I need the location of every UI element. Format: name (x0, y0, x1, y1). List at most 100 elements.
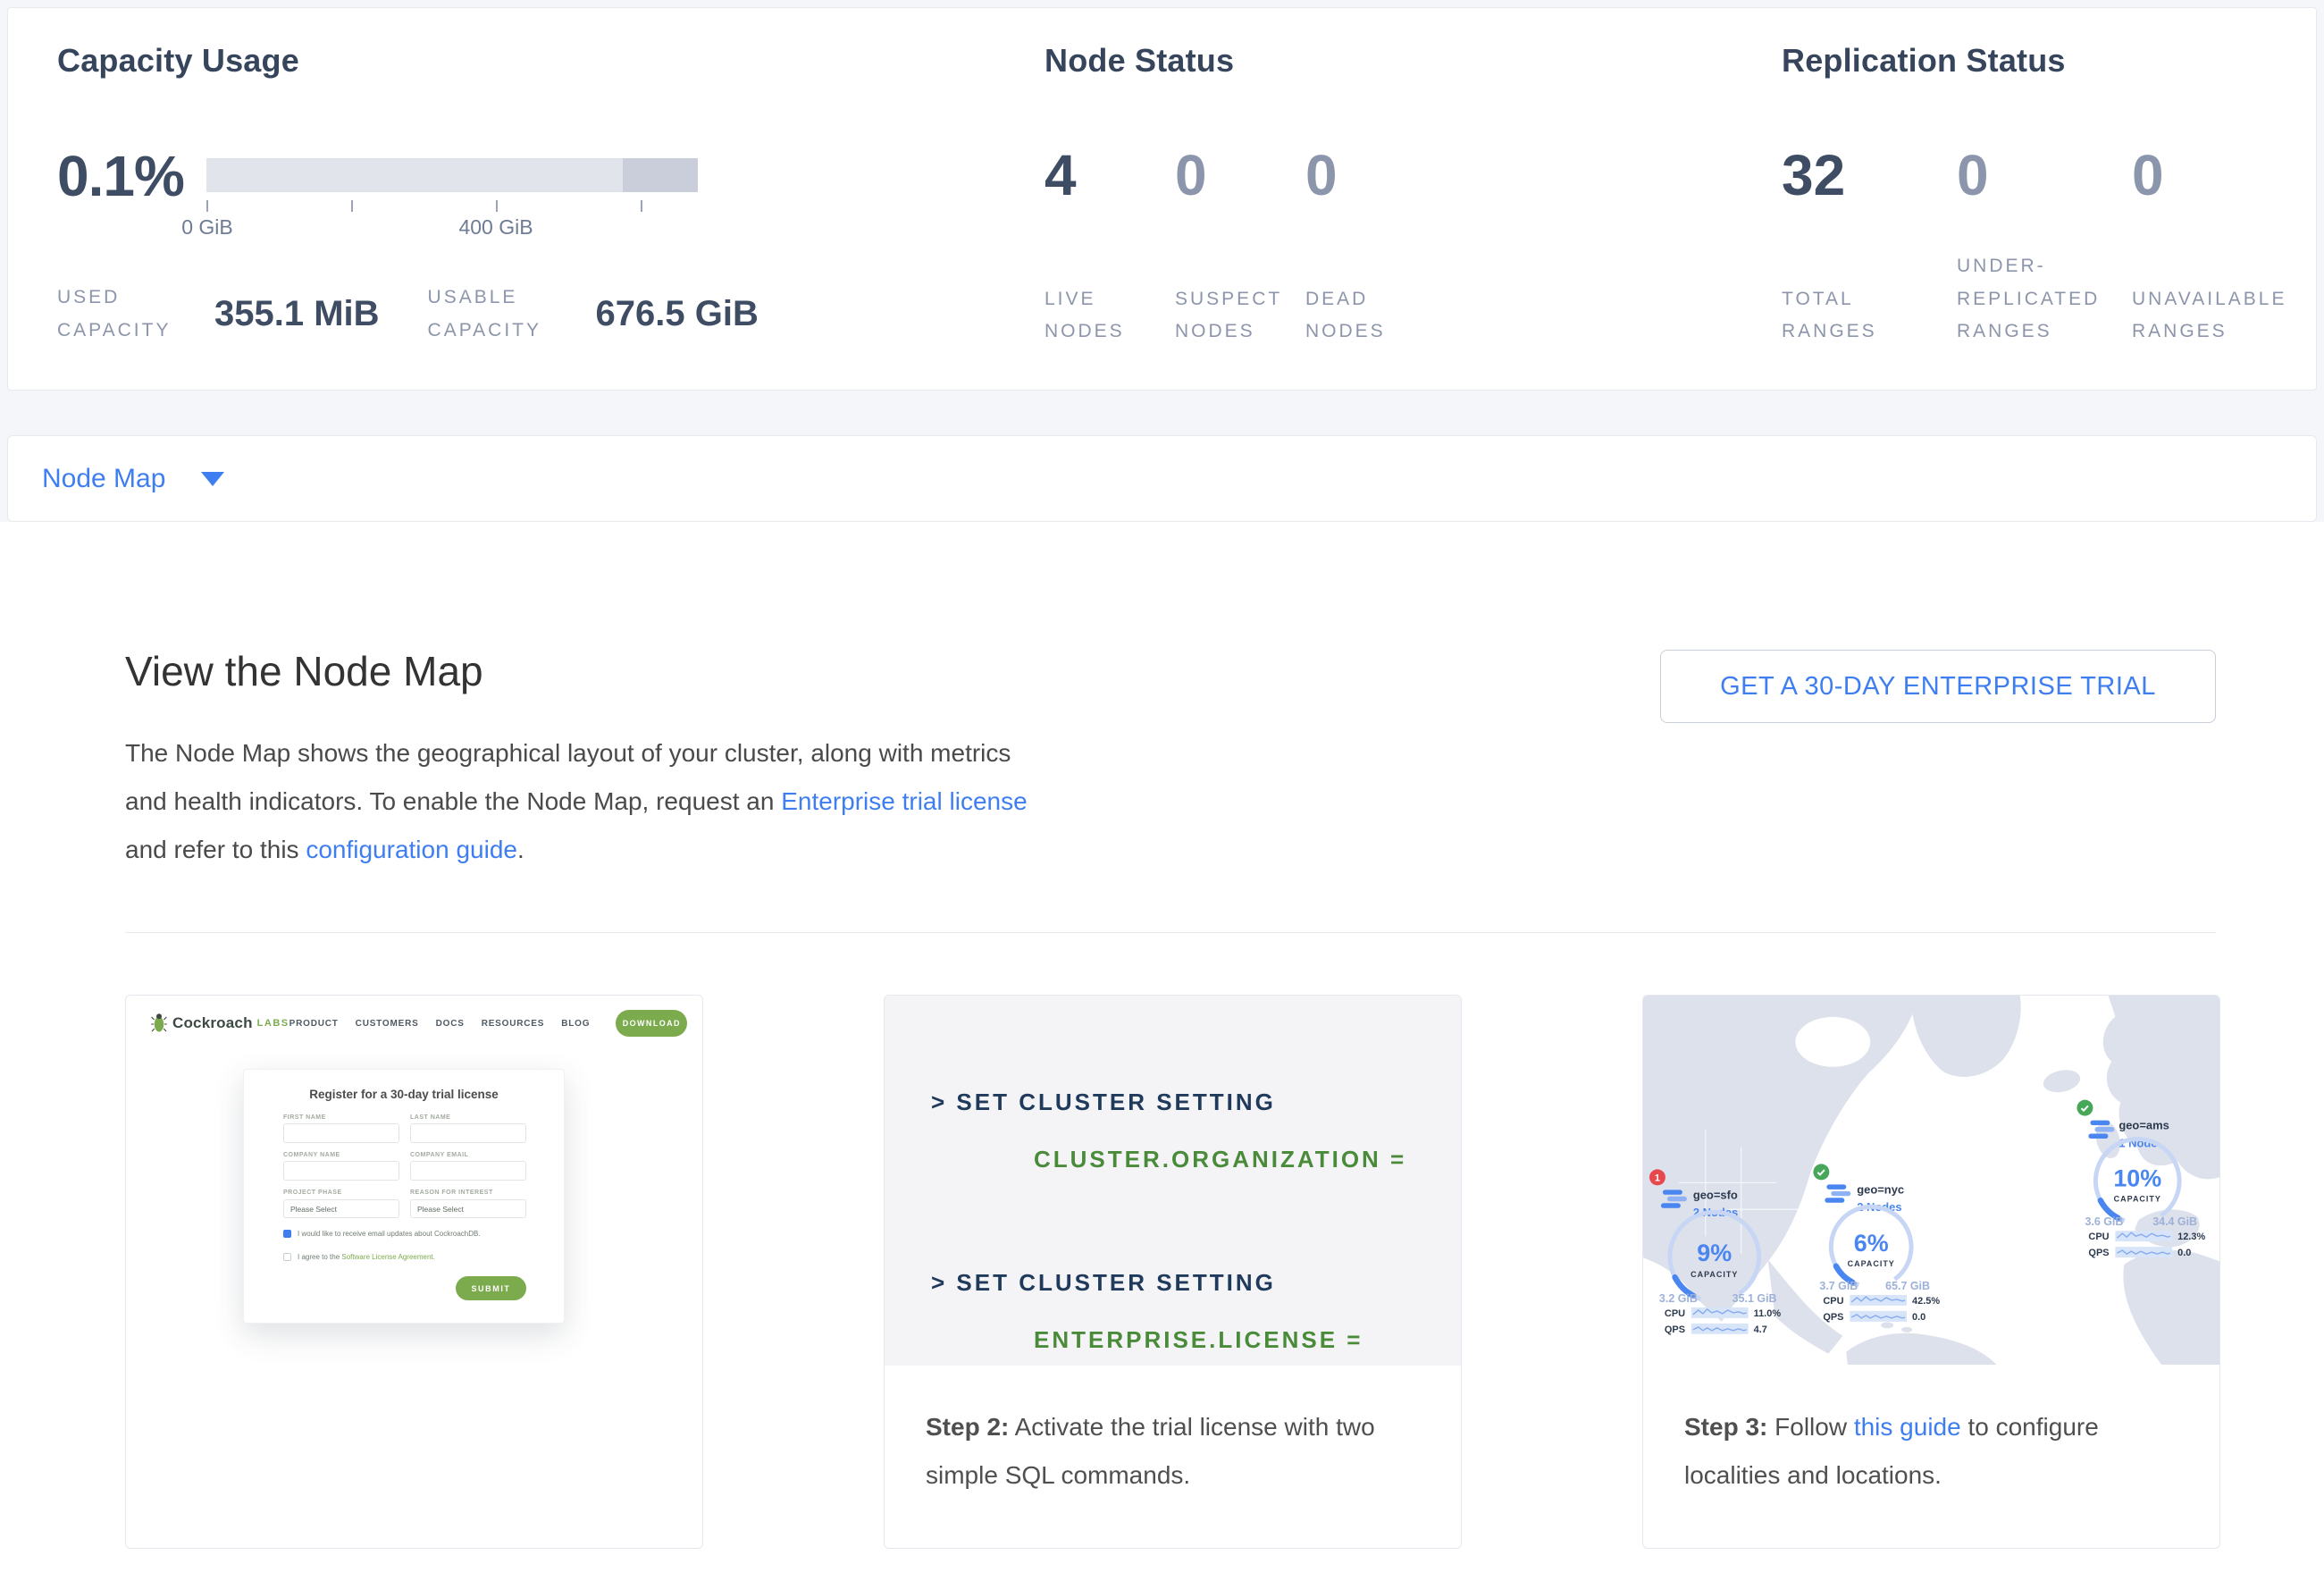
node-status-title: Node Status (1045, 42, 1235, 79)
node-map-dropdown-bar[interactable]: Node Map (7, 435, 2317, 522)
minisite-header: Cockroach LABS PRODUCT CUSTOMERS DOCS RE… (126, 996, 702, 1051)
usable-gib: 34.4 GiB (2152, 1215, 2197, 1228)
capacity-gauge-arc (1666, 1209, 1762, 1305)
qps-label: QPS (2088, 1248, 2109, 1258)
get-enterprise-trial-button[interactable]: GET A 30-DAY ENTERPRISE TRIAL (1660, 650, 2216, 723)
capacity-caption: CAPACITY (1691, 1270, 1738, 1279)
suspect-nodes-label: SUSPECT NODES (1175, 288, 1282, 342)
this-guide-link[interactable]: this guide (1853, 1413, 1961, 1441)
used-gib: 3.2 GiB (1659, 1292, 1698, 1305)
error-badge-count: 1 (1655, 1173, 1660, 1183)
capacity-usage-panel: Capacity Usage 0.1% 0 GiB 400 Gi (57, 8, 1031, 390)
usable-capacity-value: 676.5 GiB (595, 294, 759, 334)
agreement-text: I agree to the (298, 1253, 342, 1261)
enterprise-trial-license-link[interactable]: Enterprise trial license (781, 787, 1028, 815)
section-divider (125, 932, 2216, 933)
capacity-bar: 0 GiB 400 GiB (181, 158, 698, 242)
cpu-value: 42.5% (1912, 1296, 1940, 1307)
node-map-info-section: View the Node Map The Node Map shows the… (0, 522, 2324, 1589)
node-map-dropdown-label[interactable]: Node Map (42, 463, 166, 493)
total-ranges-stat: 32 TOTAL RANGES (1782, 141, 1957, 349)
description-text: and refer to this (125, 836, 306, 863)
software-license-agreement-link: Software License Agreement. (341, 1253, 435, 1261)
project-phase-label: PROJECT PHASE (283, 1190, 342, 1196)
live-nodes-value: 4 (1045, 143, 1077, 207)
qps-value: 0.0 (2177, 1248, 2191, 1258)
submit-button: SUBMIT (456, 1276, 526, 1300)
cpu-value: 11.0% (1754, 1308, 1782, 1319)
step1-card: Cockroach LABS PRODUCT CUSTOMERS DOCS RE… (125, 995, 703, 1549)
node-group-ams: geo=ams 1 Node 10% CAPACITY 3.6 GiB 34.4… (2076, 1099, 2205, 1258)
node-locality: geo=ams (2118, 1119, 2169, 1132)
reason-label: REASON FOR INTEREST (410, 1190, 493, 1196)
sql-set-cluster-setting-2: > SET CLUSTER SETTING (931, 1269, 1276, 1296)
minisite-nav: PRODUCT CUSTOMERS DOCS RESOURCES BLOG DO… (289, 1010, 688, 1037)
sql-enterprise-license: ENTERPRISE.LICENSE = (1034, 1326, 1363, 1353)
capacity-bar-track (206, 158, 698, 192)
step2-card: > SET CLUSTER SETTING CLUSTER.ORGANIZATI… (884, 995, 1462, 1549)
trial-register-form: Register for a 30-day trial license FIRS… (243, 1069, 565, 1324)
axis-label-0gib: 0 GiB (181, 215, 233, 239)
chevron-down-icon[interactable] (201, 471, 225, 486)
usable-gib: 65.7 GiB (1885, 1280, 1930, 1292)
checkbox-checked-icon (283, 1230, 291, 1238)
ok-check-icon (1813, 1164, 1830, 1181)
node-group-sfo: 1 geo=sfo 2 Nodes (1649, 1169, 1782, 1335)
nav-item-docs: DOCS (435, 1018, 465, 1029)
sql-set-cluster-setting-1: > SET CLUSTER SETTING (931, 1089, 1276, 1115)
usable-capacity-label: USABLE CAPACITY (427, 287, 541, 340)
license-agreement-checkbox-row: I agree to the Software License Agreemen… (283, 1253, 435, 1261)
last-name-input (410, 1123, 526, 1143)
database-icon (2088, 1120, 2115, 1139)
database-icon (1660, 1190, 1687, 1208)
capacity-stats-row: USED CAPACITY 355.1 MiB USABLE CAPACITY … (57, 282, 759, 348)
suspect-nodes-stat: 0 SUSPECT NODES (1175, 141, 1305, 349)
total-ranges-value: 32 (1782, 143, 1846, 207)
cpu-label: CPU (2088, 1232, 2109, 1242)
company-name-input (283, 1161, 399, 1181)
tick-mark (496, 200, 498, 212)
world-map: 1 geo=sfo 2 Nodes (1643, 996, 2219, 1365)
dead-nodes-stat: 0 DEAD NODES (1305, 141, 1436, 349)
steps-cards-row: Cockroach LABS PRODUCT CUSTOMERS DOCS RE… (125, 995, 2220, 1549)
qps-label: QPS (1665, 1324, 1685, 1335)
dead-nodes-label: DEAD NODES (1305, 288, 1386, 342)
sql-cluster-organization: CLUSTER.ORGANIZATION = (1034, 1146, 1407, 1173)
project-phase-select: Please Select (283, 1199, 399, 1218)
step3-text: Follow (1767, 1413, 1854, 1441)
replication-stats: 32 TOTAL RANGES 0 UNDER-REPLICATED RANGE… (1782, 141, 2307, 349)
email-updates-label: I would like to receive email updates ab… (298, 1230, 481, 1238)
description-text: . (516, 836, 524, 863)
used-gib: 3.7 GiB (1819, 1280, 1858, 1292)
capacity-caption: CAPACITY (2114, 1194, 2161, 1203)
error-badge-icon (1649, 1169, 1665, 1186)
under-replicated-stat: 0 UNDER-REPLICATED RANGES (1957, 141, 2132, 349)
page-title: View the Node Map (125, 648, 483, 694)
capacity-usage-title: Capacity Usage (57, 42, 299, 79)
step3-label: Step 3: (1684, 1413, 1768, 1441)
step3-caption: Step 3: Follow this guide to configure l… (1643, 1366, 2219, 1500)
cpu-label: CPU (1665, 1308, 1685, 1319)
license-agreement-label: I agree to the Software License Agreemen… (298, 1253, 435, 1261)
tick-mark (351, 200, 353, 212)
last-name-label: LAST NAME (410, 1114, 451, 1121)
qps-value: 4.7 (1754, 1324, 1767, 1335)
company-email-label: COMPANY EMAIL (410, 1152, 469, 1158)
node-locality: geo=nyc (1857, 1182, 1904, 1196)
sql-commands-illustration: > SET CLUSTER SETTING CLUSTER.ORGANIZATI… (885, 996, 1461, 1366)
step2-label: Step 2: (926, 1413, 1010, 1441)
capacity-percent: 9% (1697, 1240, 1732, 1266)
nav-item-product: PRODUCT (289, 1018, 339, 1029)
database-icon (1825, 1184, 1851, 1203)
node-status-stats: 4 LIVE NODES 0 SUSPECT NODES 0 DEAD NODE… (1045, 141, 1436, 349)
logo-labs-text: LABS (256, 1018, 289, 1029)
trial-license-form-screenshot: Cockroach LABS PRODUCT CUSTOMERS DOCS RE… (126, 996, 702, 1366)
form-title: Register for a 30-day trial license (309, 1088, 499, 1101)
step3-text: to configure localities and locations. (1684, 1413, 2099, 1489)
reason-select: Please Select (410, 1199, 526, 1218)
capacity-percent: 10% (2113, 1164, 2161, 1191)
nav-item-resources: RESOURCES (481, 1018, 545, 1029)
configuration-guide-link[interactable]: configuration guide (306, 836, 517, 863)
email-updates-checkbox-row: I would like to receive email updates ab… (283, 1230, 481, 1238)
